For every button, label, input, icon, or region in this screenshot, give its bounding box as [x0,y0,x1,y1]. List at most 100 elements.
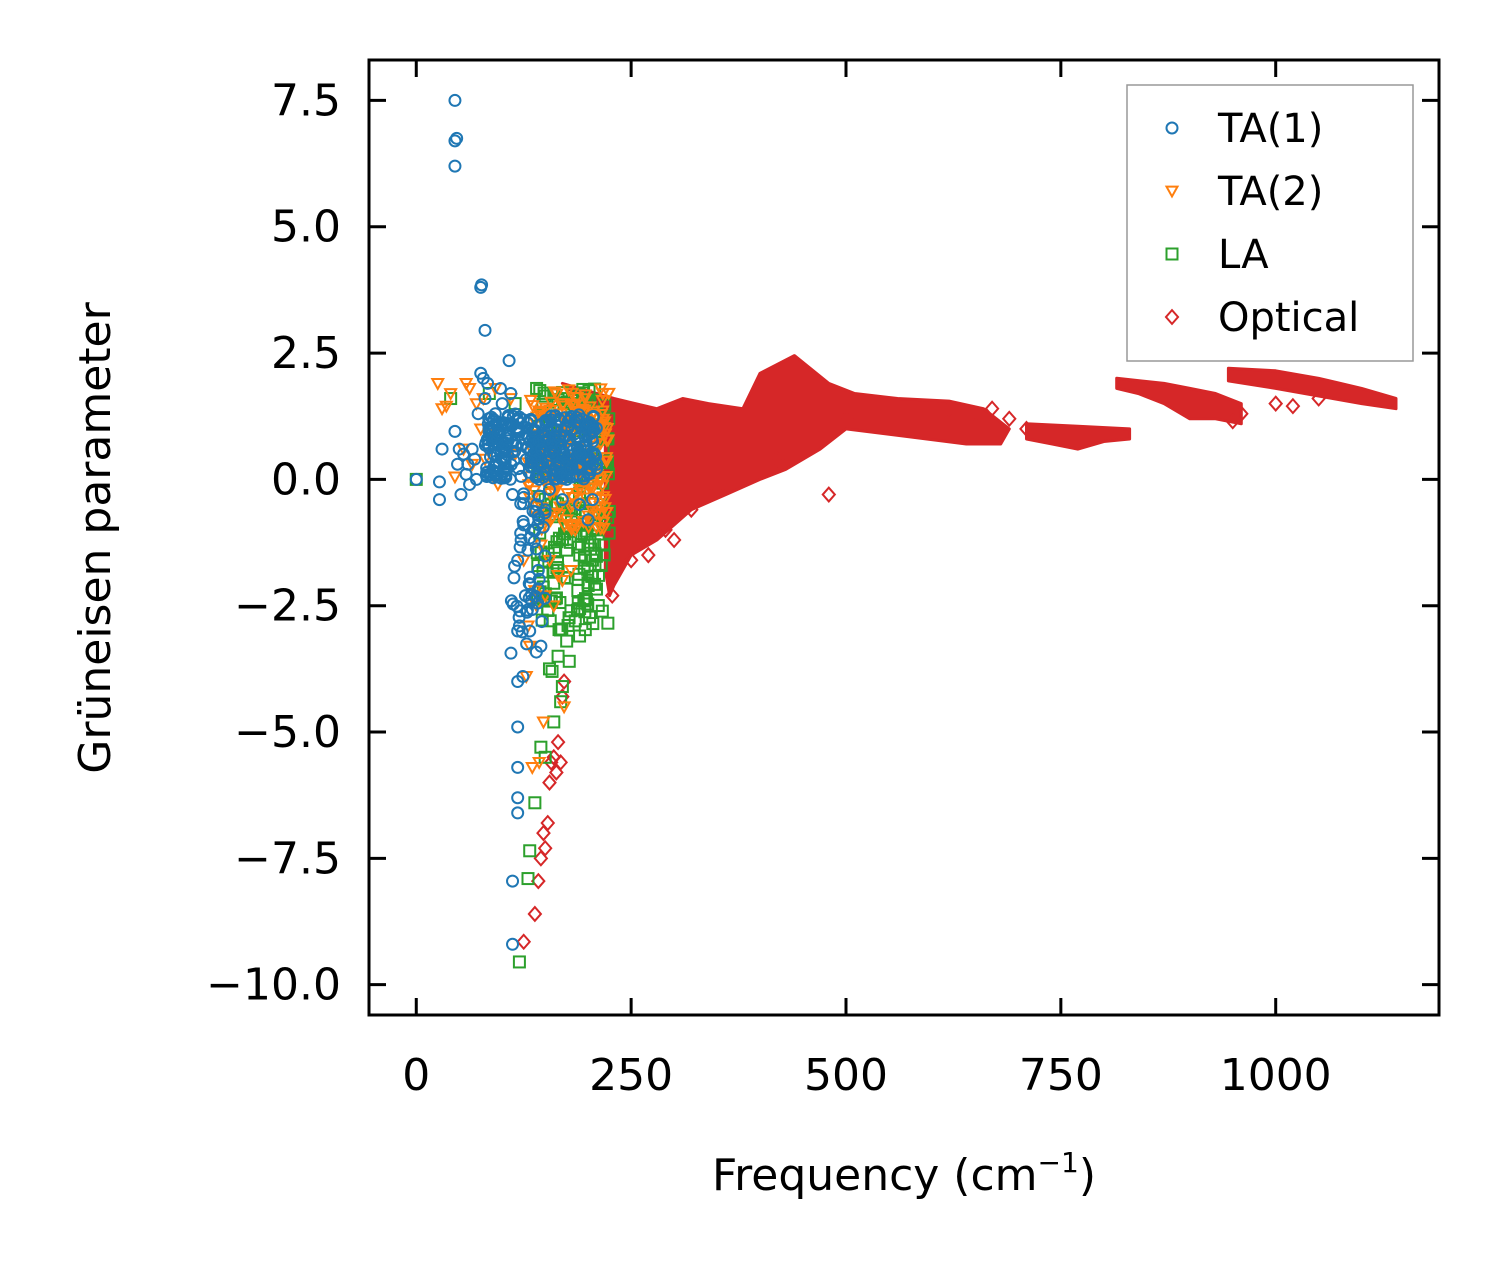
optical-point [543,753,559,771]
ta2-point [577,389,593,403]
ta1-point [448,93,462,107]
ta1-point [581,513,595,527]
tick-layer: 0 250 500 750 1000 7.5 5.0 2.5 0.0 −2.5 −5.0 −7.5 −1… [206,60,1439,1101]
la-point [581,579,595,593]
ta1-point [510,599,524,613]
ta2-point [430,377,445,391]
ta1-point [448,159,462,173]
ta2-point [537,590,553,604]
ta1-point [504,646,518,660]
ta1-point [538,503,552,517]
la-point [531,559,545,573]
optical-point [527,905,543,923]
la-point [512,955,526,969]
ta2-point [585,482,600,496]
optical-point [683,501,699,519]
ta1-point [526,523,540,537]
ta1-point [553,441,567,455]
ta1-point [532,489,546,503]
ta1-point [534,639,548,653]
optical-point [1001,410,1017,428]
ta1-point [538,549,552,563]
ta1-point [565,470,579,484]
optical-point [550,733,566,751]
ta1-point [511,760,525,774]
ta1-point [493,381,507,395]
ta2-point [516,554,531,568]
ta1-point [520,637,534,651]
optical-point [821,486,837,503]
ta1-point [506,874,520,888]
ta1-point [478,392,492,406]
ta1-point [469,472,483,486]
optical-point [1233,405,1249,423]
ta2-point [574,485,590,499]
y-tick-label: −5.0 [234,707,341,758]
plot-frame [367,58,1441,1017]
ta1-point [513,540,527,554]
ta2-point [578,492,594,506]
ta2-point [525,400,540,414]
la-point [552,531,566,545]
la-point [521,872,535,886]
ta1-point [516,413,530,427]
ta2-point [596,516,611,530]
la-point [523,844,537,858]
la-point [547,715,561,729]
marker-layer [409,93,1327,969]
legend-marker-ta2 [1164,185,1180,199]
series-ta1 [409,93,604,951]
ta1-point [500,417,514,431]
optical-point [542,774,557,791]
y-tick-label: −10.0 [206,960,341,1011]
ta2-point [488,383,503,396]
ta2-point [599,507,614,520]
optical-point [1285,397,1301,415]
legend-marker-la [1165,247,1179,261]
ta1-point [516,669,530,683]
la-point [573,629,587,643]
optical-point [640,546,656,564]
ta1-point [495,397,509,411]
ta1-point [514,533,528,547]
ta1-point [524,414,538,428]
la-point [542,662,556,676]
ta1-point [480,461,494,475]
legend-label-ta2: TA(2) [1217,169,1323,215]
ta1-point [523,624,537,638]
optical-point [604,587,620,604]
ta2-point [563,398,579,412]
y-axis-label: Grüneisen parameter [70,301,121,773]
optical-point [553,753,569,771]
la-point [573,548,587,562]
ta1-point [535,615,549,629]
ta1-point [542,482,556,496]
optical-point [984,400,1000,418]
la-point [601,616,615,630]
ta1-point [468,452,482,466]
ta2-point [584,479,599,493]
legend-marker-optical [1164,308,1180,326]
ta1-point [538,591,552,605]
ta2-point [595,480,610,494]
legend-label-ta1: TA(1) [1217,106,1323,152]
ta1-point [529,542,543,556]
ta1-point [524,594,538,608]
ta1-point [506,488,520,502]
ta2-point [525,762,540,775]
optical-point [967,405,983,423]
ta2-point [555,398,571,412]
ta1-point [525,454,539,468]
ta2-point [589,492,605,506]
ta1-point [585,493,599,507]
ta1-point [526,460,540,474]
la-point [562,654,576,668]
ta1-point [511,791,525,805]
y-tick-label: −2.5 [234,581,341,632]
la-point [528,796,542,810]
la-point [545,664,559,678]
legend-label-la: LA [1218,232,1269,278]
ta2-point [556,701,572,715]
la-point [555,680,569,694]
y-tick-label: 2.5 [271,328,341,379]
